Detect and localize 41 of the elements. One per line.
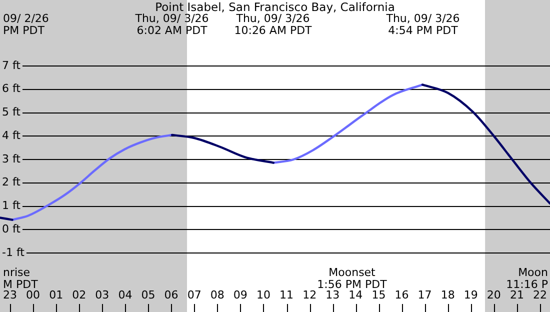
x-tick-label: 07 [187, 288, 202, 302]
y-tick-label: 7 ft [2, 58, 22, 72]
x-tick-label: 06 [164, 288, 178, 302]
x-tick-label: 18 [440, 288, 455, 302]
x-tick-label: 10 [256, 288, 270, 302]
x-tick-label: 01 [49, 288, 64, 302]
x-tick-label: 17 [418, 288, 432, 302]
chart-title: Point Isabel, San Francisco Bay, California [155, 0, 395, 14]
text: nrise M PDT [3, 266, 38, 291]
text: Thu, 09/ 3/26 4:54 PM PDT [385, 12, 460, 37]
x-tick-label: 09 [233, 288, 248, 302]
x-tick-label: 23 [2, 288, 17, 302]
y-tick-label: 0 ft [2, 222, 22, 236]
x-tick-label: 13 [326, 288, 340, 302]
x-tick-label: 11 [280, 288, 294, 302]
text: Moonset 1:56 PM PDT [317, 266, 388, 291]
x-tick-label: 00 [26, 288, 40, 302]
x-tick-label: 12 [302, 288, 317, 302]
text: Thu, 09/ 3/26 6:02 AM PDT [134, 12, 209, 37]
y-tick-label: 5 ft [2, 106, 22, 119]
x-tick-label: 02 [72, 288, 86, 302]
x-tick-label: 20 [486, 288, 501, 302]
text: Thu, 09/ 3/26 10:26 AM PDT [234, 12, 312, 37]
text: 09/ 2/26 PM PDT [3, 12, 49, 37]
y-tick-label: 6 ft [2, 82, 22, 96]
x-tick-label: 14 [348, 288, 363, 302]
x-tick-label: 03 [95, 288, 110, 302]
y-tick-label: 2 ft [2, 176, 22, 189]
x-tick-label: 04 [118, 288, 132, 302]
x-tick-label: 08 [210, 288, 224, 302]
text: Moon 11:16 P [506, 266, 548, 291]
x-tick-label: 05 [141, 288, 156, 302]
x-tick-label: 16 [394, 288, 409, 302]
x-tick-label: 21 [510, 288, 524, 302]
x-tick-label: 19 [464, 288, 478, 302]
x-tick-label: 22 [533, 288, 548, 302]
y-tick-label: 3 ft [2, 152, 22, 166]
y-tick-label: -1 ft [2, 246, 26, 259]
y-tick-label: 4 ft [2, 128, 22, 142]
x-tick-label: 15 [372, 288, 386, 302]
y-tick-label: 1 ft [2, 199, 22, 212]
